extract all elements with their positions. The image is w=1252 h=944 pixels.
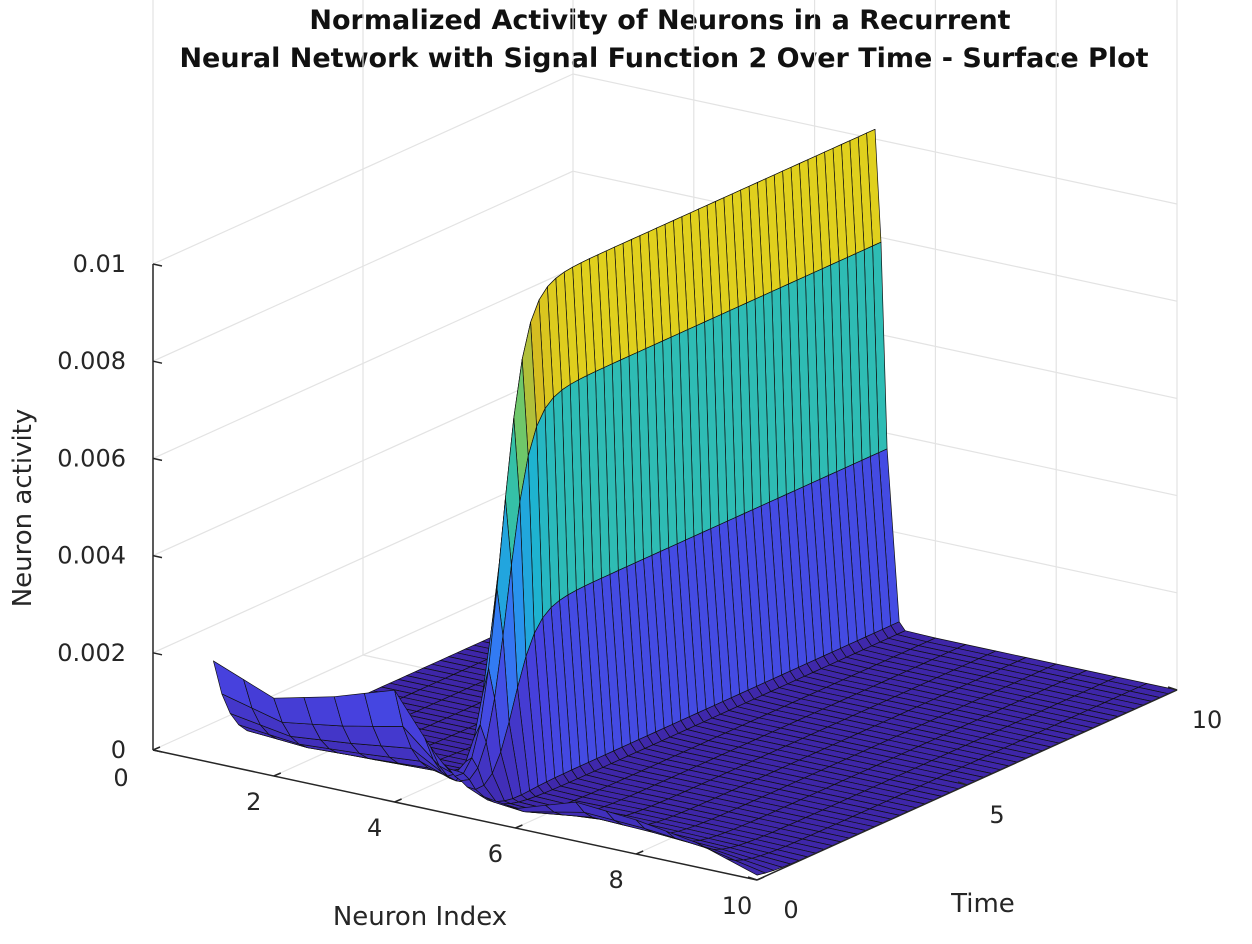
z-tick: [152, 749, 163, 753]
z-tick-label: 0.002: [57, 639, 126, 667]
x-tick-label: 10: [722, 892, 753, 920]
axis-labels: Neuron Index Time Neuron activity: [8, 409, 1015, 932]
z-tick: [152, 457, 163, 462]
y-tick: [957, 781, 968, 786]
x-tick: [273, 772, 282, 777]
axes: 0 0.002 0.004 0.006 0.008 0.01 0 2 4 6 8 10 0 5 10: [57, 250, 1222, 924]
x-tick-label: 0: [113, 764, 128, 792]
y-axis-label: Time: [950, 889, 1015, 919]
surface-face: [726, 858, 766, 876]
y-tick-label: 5: [989, 801, 1004, 829]
x-tick: [756, 876, 765, 881]
x-axis-line: [152, 749, 758, 881]
y-tick: [747, 876, 758, 881]
x-tick: [515, 824, 523, 829]
chart-title: Normalized Activity of Neurons in a Recu…: [179, 5, 1148, 74]
y-tick: [1167, 686, 1178, 691]
x-tick-label: 4: [367, 814, 382, 842]
x-tick-label: 6: [488, 840, 503, 868]
z-axis-label: Neuron activity: [8, 409, 38, 608]
x-tick: [152, 746, 161, 751]
z-tick-label: 0: [111, 736, 126, 764]
x-tick: [394, 798, 402, 803]
x-tick: [635, 850, 644, 855]
y-tick-label: 0: [783, 896, 798, 924]
z-tick-label: 0.01: [73, 250, 126, 278]
z-tick: [152, 652, 163, 656]
z-tick: [152, 360, 163, 364]
x-tick-label: 2: [246, 788, 261, 816]
surface: [213, 128, 1178, 876]
chart-title-line-2: Neural Network with Signal Function 2 Ov…: [179, 43, 1148, 74]
z-tick-label: 0.006: [57, 444, 126, 472]
y-tick-label: 10: [1192, 706, 1223, 734]
chart-title-line-1: Normalized Activity of Neurons in a Recu…: [309, 5, 1010, 36]
z-tick-label: 0.004: [57, 542, 126, 570]
z-tick: [152, 263, 163, 267]
z-tick-label: 0.008: [57, 347, 126, 375]
x-tick-label: 8: [609, 866, 624, 894]
x-axis-label: Neuron Index: [333, 902, 507, 932]
z-tick: [152, 554, 163, 559]
